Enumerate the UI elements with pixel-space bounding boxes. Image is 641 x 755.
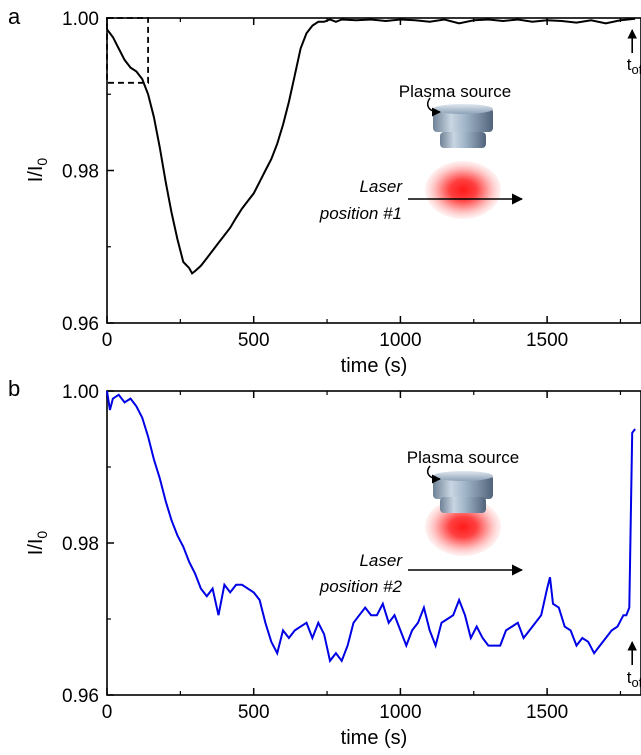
y-ticks-a: 0.96 0.98 1.00 xyxy=(62,9,114,335)
plot-frame-a xyxy=(106,17,641,324)
x-tick-label: 500 xyxy=(238,702,270,723)
x-tick-label: 0 xyxy=(102,702,113,723)
toff-marker-a: toff xyxy=(627,29,641,77)
x-axis-title-a: time (s) xyxy=(341,355,408,377)
x-tick-label: 1000 xyxy=(379,330,421,351)
y-axis-label-sub-a: 0 xyxy=(34,158,50,166)
x-tick-label: 0 xyxy=(102,330,113,351)
toff-label-b: toff xyxy=(627,668,641,690)
plasma-source-top-b xyxy=(433,471,493,481)
laser-label-line2-b: position #2 xyxy=(319,577,403,596)
panel-letter-a: a xyxy=(8,4,21,29)
laser-label-line1-a: Laser xyxy=(359,177,403,196)
y-axis-title-a: I/I0 xyxy=(25,158,50,183)
plasma-glow-a xyxy=(425,161,501,219)
plasma-source-body-b xyxy=(433,475,493,499)
source-label-b: Plasma source xyxy=(407,448,519,467)
y-tick-label: 1.00 xyxy=(62,9,99,30)
y-tick-label: 1.00 xyxy=(62,382,99,403)
laser-label-line2-a: position #1 xyxy=(319,204,402,223)
plot-frame-b xyxy=(106,390,641,696)
plasma-source-top-a xyxy=(433,104,493,114)
plasma-source-nozzle-a xyxy=(440,132,486,148)
series-line-b xyxy=(106,390,636,664)
source-pointer-a xyxy=(427,97,441,117)
y-tick-label: 0.98 xyxy=(62,534,99,555)
y-axis-label-b: I/I xyxy=(25,539,47,556)
x-ticks-b: 0 500 1000 1500 xyxy=(102,391,622,723)
plasma-source-nozzle-b xyxy=(440,497,486,513)
source-label-a: Plasma source xyxy=(399,82,511,101)
plasma-schematic-a: Plasma source Laser position #1 xyxy=(319,82,524,223)
toff-marker-b: toff xyxy=(627,641,641,690)
series-line-a xyxy=(106,17,636,275)
panel-a: a I/I0 0 500 1000 1500 0.960.981.00 time (s… xyxy=(8,4,641,377)
x-tick-label: 1000 xyxy=(379,702,421,723)
svg-text:I/I0: I/I0 xyxy=(25,531,50,556)
plasma-schematic-b: Plasma source Laser position #2 xyxy=(319,448,524,596)
y-tick-label: 0.96 xyxy=(62,314,99,335)
x-tick-label: 1500 xyxy=(526,702,568,723)
y-axis-label-a: I/I xyxy=(25,166,47,183)
inset-box-a xyxy=(106,17,149,84)
panel-b: b I/I0 0 500 1000 1500 0.960.981.00 time (s… xyxy=(8,376,641,749)
x-ticks-a: 0 500 1000 1500 xyxy=(102,18,622,351)
source-pointer-b xyxy=(427,465,441,484)
svg-text:I/I0: I/I0 xyxy=(25,158,50,183)
toff-label-a: toff xyxy=(627,55,641,77)
y-tick-label: 0.96 xyxy=(62,686,99,707)
panel-letter-b: b xyxy=(8,376,20,401)
x-tick-label: 500 xyxy=(238,330,270,351)
y-ticks-b: 0.96 0.98 1.00 xyxy=(62,382,114,707)
plasma-source-body-a xyxy=(433,108,493,132)
toff-sub-a: off xyxy=(631,62,641,77)
x-axis-title-b: time (s) xyxy=(341,727,408,749)
x-tick-label: 1500 xyxy=(526,330,568,351)
laser-label-line1-b: Laser xyxy=(359,551,403,570)
y-axis-title-b: I/I0 xyxy=(25,531,50,556)
y-axis-label-sub-b: 0 xyxy=(34,531,50,539)
toff-sub-b: off xyxy=(631,675,641,690)
toff-main-b: t xyxy=(627,668,632,687)
y-tick-label: 0.98 xyxy=(62,162,99,183)
toff-main-a: t xyxy=(627,55,632,74)
